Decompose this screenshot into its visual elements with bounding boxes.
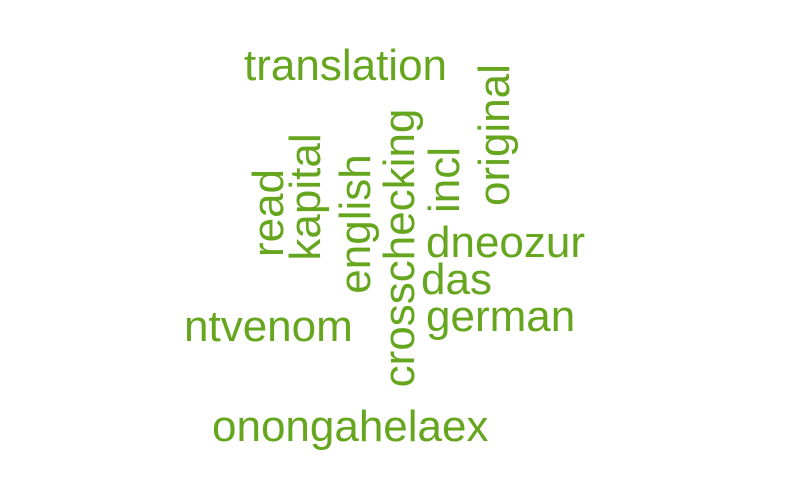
word-dneozur: dneozur (426, 218, 586, 267)
word-translation: translation (244, 41, 448, 90)
word-crosschecking: crosschecking (375, 108, 424, 388)
word-read: read (244, 168, 293, 258)
word-ntvenom: ntvenom (184, 302, 353, 351)
word-das: das (421, 255, 492, 304)
word-original: original (470, 64, 519, 206)
word-german: german (426, 292, 576, 341)
word-english: english (331, 154, 380, 294)
word-incl: incl (420, 146, 469, 214)
word-onongahelaex: onongahelaex (212, 402, 489, 451)
